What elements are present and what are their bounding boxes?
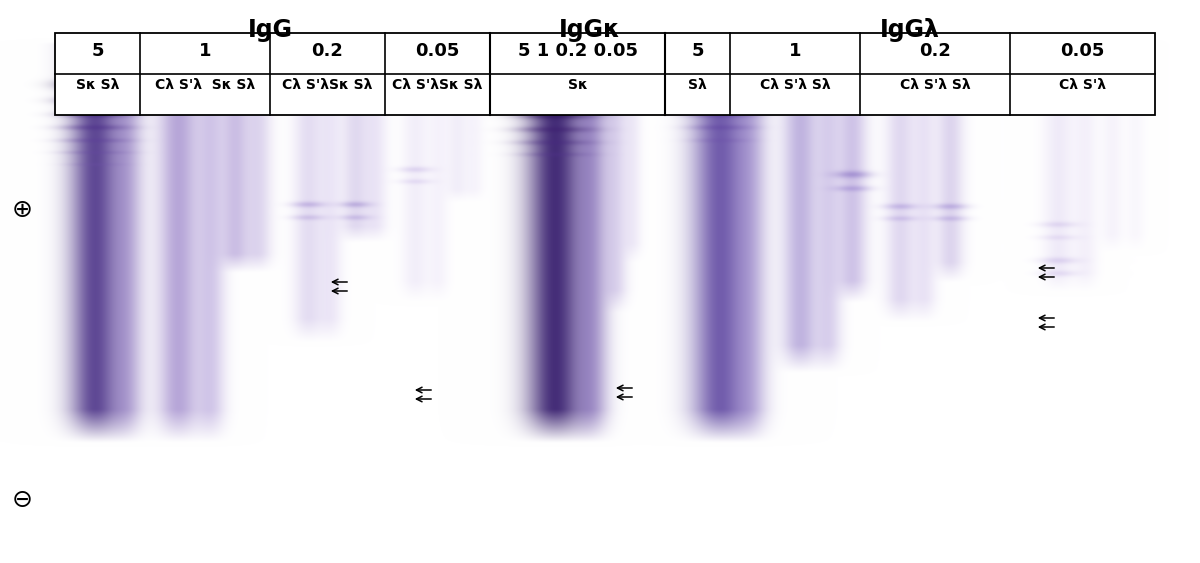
Text: IgG: IgG	[247, 18, 293, 42]
Text: IgGλ: IgGλ	[880, 18, 940, 42]
Text: Cλ S'λSκ Sλ: Cλ S'λSκ Sλ	[282, 78, 373, 92]
Text: ⊕: ⊕	[12, 198, 32, 222]
Text: Cλ S'λ  Sκ Sλ: Cλ S'λ Sκ Sλ	[155, 78, 256, 92]
Text: 0.2: 0.2	[919, 42, 950, 60]
Text: Cλ S'λ: Cλ S'λ	[1060, 78, 1106, 92]
Text: Cλ S'λSκ Sλ: Cλ S'λSκ Sλ	[392, 78, 482, 92]
Bar	[55, 33, 1154, 115]
Text: 0.05: 0.05	[415, 42, 460, 60]
Text: Sλ: Sλ	[688, 78, 707, 92]
Text: Cλ S'λ Sλ: Cλ S'λ Sλ	[760, 78, 830, 92]
Text: Sκ: Sκ	[568, 78, 587, 92]
Text: IgGκ: IgGκ	[559, 18, 620, 42]
Text: Cλ S'λ Sλ: Cλ S'λ Sλ	[900, 78, 971, 92]
Text: ⊖: ⊖	[12, 488, 32, 512]
Text: 5 1 0.2 0.05: 5 1 0.2 0.05	[517, 42, 637, 60]
Text: 1: 1	[788, 42, 802, 60]
Text: Sκ Sλ: Sκ Sλ	[76, 78, 119, 92]
Text: 1: 1	[199, 42, 211, 60]
Text: 5: 5	[91, 42, 103, 60]
Text: 0.2: 0.2	[312, 42, 343, 60]
Text: 0.05: 0.05	[1061, 42, 1105, 60]
Text: 5: 5	[691, 42, 703, 60]
